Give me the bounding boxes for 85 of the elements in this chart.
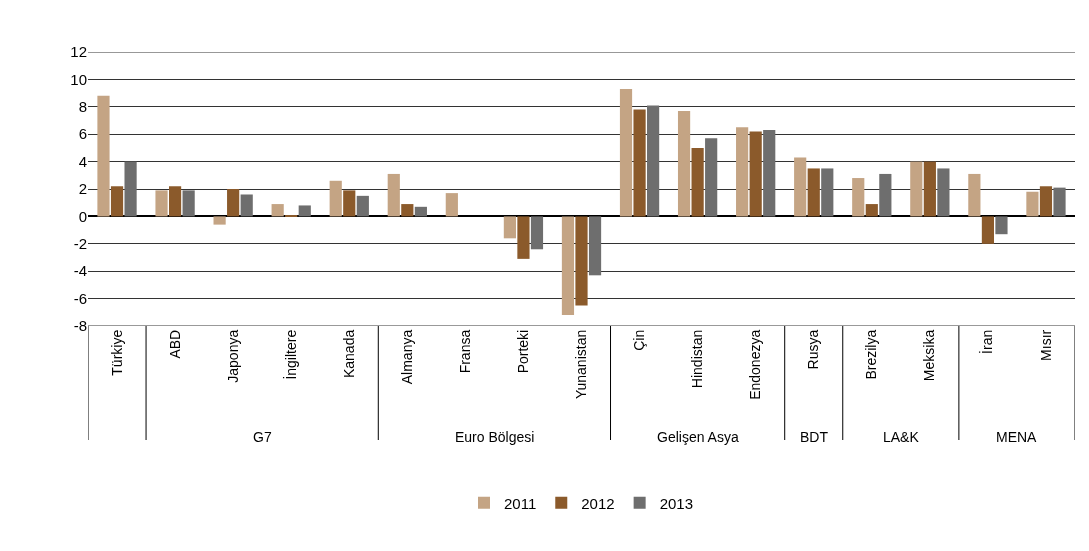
bar [763,130,776,217]
bar [619,88,633,217]
bar [329,180,342,217]
x-tick-label: İran [978,329,996,354]
x-tick-label: Porteki [514,329,531,374]
x-tick-label: ABD [166,329,183,359]
bar [271,204,284,217]
bar [937,168,950,217]
legend-label: 2012 [581,494,615,512]
bar [414,206,427,217]
bar [995,216,1008,235]
bar [588,216,602,276]
bar [168,186,182,217]
y-tick-label: 6 [78,125,87,143]
x-tick-label: Fransa [456,329,473,374]
y-tick-label: 12 [70,43,87,61]
bar [923,161,936,217]
y-tick-label: 10 [70,70,87,88]
bar [575,216,588,306]
bar [647,105,660,217]
x-tick-label: Brezilya [863,329,880,380]
bar [968,173,981,217]
bar [705,138,718,217]
bar [445,193,458,217]
y-tick-label: 4 [78,152,87,170]
bar [517,216,530,259]
bar [343,190,356,217]
y-tick-label: 0 [78,207,87,225]
bar [1026,191,1039,217]
y-tick-label: -8 [73,317,87,335]
x-tick-label: Endonezya [747,329,764,400]
bar [677,110,691,217]
bar [852,178,865,217]
bar [736,127,749,217]
bar [794,157,807,217]
x-tick-label: Japonya [224,329,241,383]
legend-label: 2011 [504,494,537,512]
x-tick-label: Yunanistan [573,329,590,400]
y-tick-label: -6 [73,289,87,307]
y-tick-label: -4 [73,262,87,280]
bar [97,95,110,217]
bar [110,186,124,217]
y-tick-label: 2 [78,180,87,198]
bar [182,190,195,217]
bar [387,173,400,217]
bar [879,173,892,217]
bar [155,190,168,217]
x-tick-label: Meksika [921,329,938,382]
bar [633,109,646,217]
bar [298,205,311,217]
bar [749,131,762,217]
bar [213,216,226,225]
text: MENA [996,429,1038,445]
text: G7 [253,429,272,445]
bar [530,216,544,250]
bar [503,216,516,239]
bar [124,161,137,217]
text: Euro Bölgesi [455,429,535,445]
x-tick-label: İngiltere [281,329,299,380]
x-tick-label: Mısır [1037,329,1054,361]
x-tick-label: Türkiye [108,329,125,376]
bar [401,204,414,217]
bar [561,216,575,316]
bar [1039,186,1053,217]
x-tick-label: Çin [631,329,648,351]
bar [981,216,995,244]
text: BDT [800,429,829,445]
x-tick-label: Almanya [398,329,415,385]
x-tick-label: Hindistan [689,329,706,389]
bar [807,168,820,217]
bar [910,161,923,217]
x-tick-label: Rusya [805,329,822,370]
text: Gelişen Asya [657,429,739,445]
legend-label: 2013 [659,494,694,512]
x-tick-label: Kanada [340,329,357,379]
bar [821,168,834,217]
bar [240,194,253,217]
y-tick-label: -2 [73,235,87,253]
bar [691,147,704,217]
y-tick-label: 8 [78,98,87,116]
bar [227,189,240,217]
text: LA&K [883,429,920,445]
bar [865,204,878,217]
bar [1053,187,1066,217]
bar [356,195,369,217]
